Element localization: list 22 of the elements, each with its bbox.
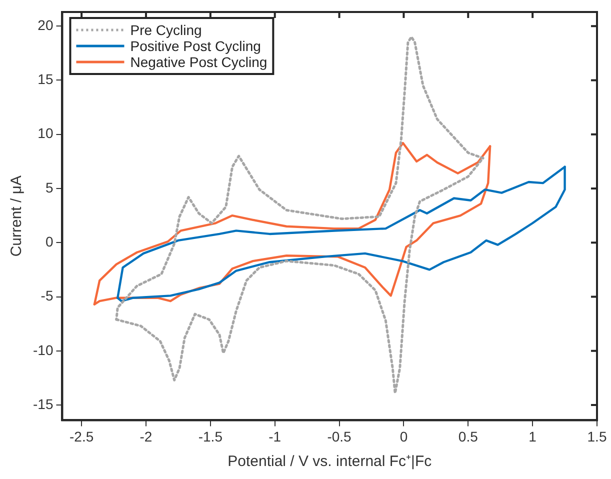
y-tick-label: 15 xyxy=(38,71,54,88)
x-tick-label: -2 xyxy=(140,428,152,444)
x-tick-label: -2.5 xyxy=(70,428,94,444)
y-axis-title: Current / μA xyxy=(8,176,26,257)
x-tick-label: -1 xyxy=(268,428,282,444)
y-tick-label: 0 xyxy=(45,233,54,250)
y-tick-label: 20 xyxy=(38,16,54,33)
legend-label: Negative Post Cycling xyxy=(130,54,268,70)
y-tick-label: 5 xyxy=(45,179,54,196)
x-tick-label: 0 xyxy=(400,428,408,444)
x-tick-label: -0.5 xyxy=(327,428,352,444)
y-tick-label: 10 xyxy=(38,125,54,142)
x-tick-label: 1.5 xyxy=(587,428,607,444)
x-tick-label: 0.5 xyxy=(458,428,478,444)
y-tick-label: -5 xyxy=(40,288,54,304)
x-tick-label: 1 xyxy=(528,428,537,444)
y-tick-label: -15 xyxy=(33,396,54,412)
x-axis-title: Potential / V vs. internal Fc⁺|Fc xyxy=(228,453,432,470)
x-tick-label: -1.5 xyxy=(198,428,223,444)
legend-label: Pre Cycling xyxy=(130,22,202,38)
y-tick-label: -10 xyxy=(33,342,54,358)
legend-label: Positive Post Cycling xyxy=(130,38,261,54)
